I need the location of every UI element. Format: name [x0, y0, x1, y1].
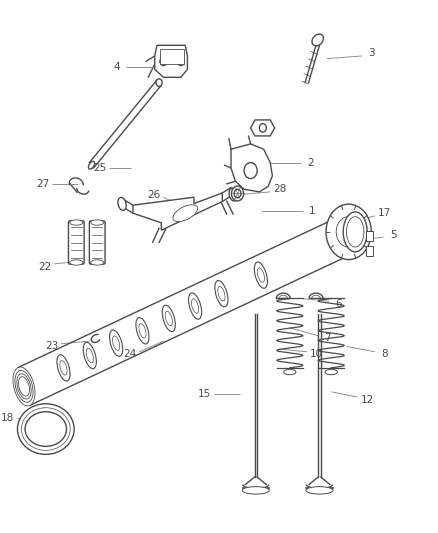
Ellipse shape [139, 324, 146, 338]
Ellipse shape [306, 487, 333, 494]
Text: 27: 27 [36, 179, 49, 189]
Text: 25: 25 [93, 163, 106, 173]
Ellipse shape [343, 212, 367, 252]
Ellipse shape [83, 342, 96, 369]
Ellipse shape [312, 34, 323, 46]
Text: 2: 2 [307, 158, 314, 167]
Circle shape [231, 186, 244, 201]
Polygon shape [133, 193, 223, 230]
Ellipse shape [18, 377, 29, 396]
Ellipse shape [57, 355, 70, 381]
Text: 7: 7 [325, 334, 331, 343]
Text: 8: 8 [381, 350, 388, 359]
Ellipse shape [113, 336, 120, 350]
Ellipse shape [165, 311, 173, 326]
Ellipse shape [86, 348, 93, 363]
Ellipse shape [257, 268, 265, 282]
Polygon shape [251, 120, 275, 136]
Ellipse shape [254, 262, 268, 288]
Polygon shape [366, 246, 373, 256]
Polygon shape [366, 231, 373, 241]
Ellipse shape [118, 197, 126, 211]
FancyBboxPatch shape [89, 221, 105, 264]
Ellipse shape [110, 330, 123, 356]
Ellipse shape [188, 293, 201, 319]
Ellipse shape [346, 217, 364, 247]
Ellipse shape [25, 411, 67, 447]
Text: 18: 18 [1, 414, 14, 423]
Ellipse shape [21, 408, 70, 450]
Ellipse shape [191, 299, 199, 313]
Text: 28: 28 [273, 184, 286, 194]
Polygon shape [231, 144, 272, 192]
Circle shape [326, 204, 371, 260]
Circle shape [177, 57, 184, 66]
Text: 1: 1 [309, 206, 316, 215]
Ellipse shape [88, 161, 95, 169]
Text: 23: 23 [45, 342, 58, 351]
Ellipse shape [229, 188, 237, 201]
Ellipse shape [91, 220, 104, 225]
Ellipse shape [17, 374, 31, 399]
Ellipse shape [18, 404, 74, 454]
Ellipse shape [173, 205, 198, 222]
Text: 3: 3 [368, 49, 374, 58]
Ellipse shape [15, 370, 33, 402]
Text: 10: 10 [310, 350, 323, 359]
Text: 22: 22 [38, 262, 52, 271]
FancyBboxPatch shape [160, 49, 184, 64]
Ellipse shape [70, 220, 83, 225]
Ellipse shape [284, 369, 296, 375]
Ellipse shape [60, 361, 67, 375]
Circle shape [244, 163, 257, 179]
Ellipse shape [91, 260, 104, 265]
Circle shape [336, 216, 361, 247]
Text: 6: 6 [336, 299, 342, 309]
Ellipse shape [215, 280, 228, 307]
Text: 4: 4 [113, 62, 120, 71]
Ellipse shape [136, 318, 149, 344]
Ellipse shape [162, 305, 175, 332]
Circle shape [160, 57, 167, 66]
FancyBboxPatch shape [68, 221, 84, 264]
Ellipse shape [242, 487, 269, 494]
Text: 24: 24 [123, 350, 137, 359]
Circle shape [259, 124, 266, 132]
Text: 26: 26 [147, 190, 160, 199]
Ellipse shape [156, 79, 162, 86]
Ellipse shape [218, 286, 225, 301]
Ellipse shape [325, 369, 337, 375]
Text: 15: 15 [198, 390, 211, 399]
Polygon shape [155, 45, 187, 77]
Ellipse shape [13, 367, 35, 406]
Text: 5: 5 [390, 230, 396, 239]
Text: 12: 12 [360, 395, 374, 405]
Text: 17: 17 [378, 208, 391, 218]
Ellipse shape [70, 260, 83, 265]
Circle shape [234, 189, 241, 198]
